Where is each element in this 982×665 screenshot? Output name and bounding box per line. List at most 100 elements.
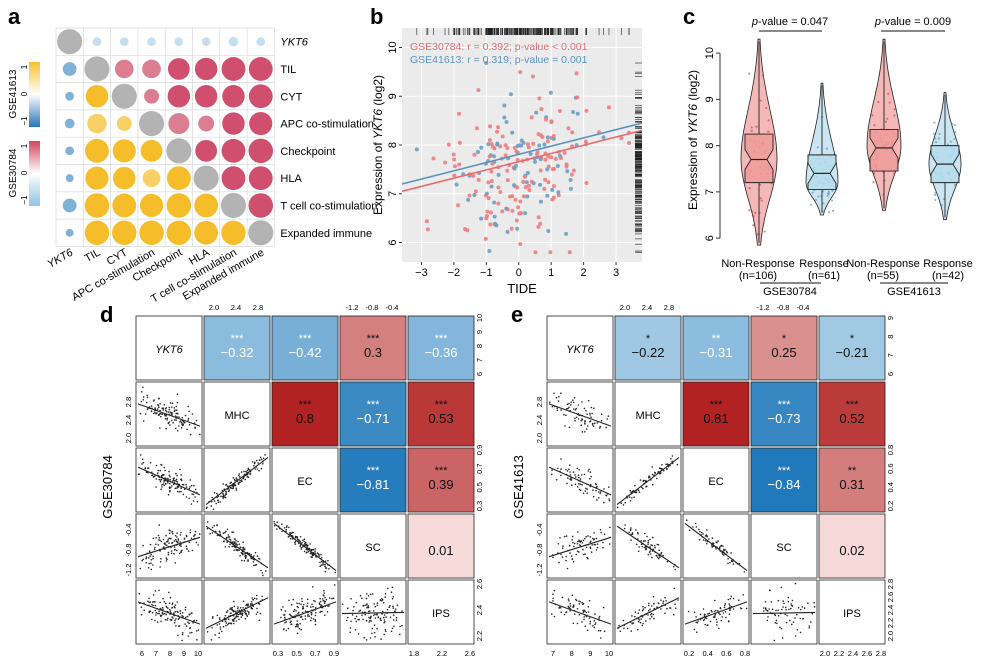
scatter-point [588, 468, 590, 471]
scatter-point [592, 489, 594, 491]
scatter-point [286, 525, 288, 527]
scatter-point [698, 539, 701, 541]
scatter-point [383, 619, 386, 621]
scatter-point [219, 628, 222, 630]
scatter-point [638, 619, 641, 621]
scatter-point [568, 600, 570, 602]
scatter-point [324, 596, 326, 599]
colorbar-gse30784-tick-3: −1 [20, 195, 29, 205]
scatter-point [155, 614, 157, 616]
colorbar-gse30784-tick-1: 1 [20, 143, 29, 148]
row-label-hla: HLA [280, 173, 302, 185]
scatter-point [239, 607, 242, 609]
scatter-point [603, 630, 606, 633]
scatter-point [732, 563, 735, 565]
point-gse30784 [543, 157, 548, 162]
scatter-point [575, 416, 578, 419]
right-axis-label: 7 [475, 358, 484, 362]
scatter-point [630, 527, 632, 529]
point-gse30784 [489, 178, 494, 183]
scatter-point [354, 617, 356, 620]
scatter-point [314, 550, 316, 552]
scatter-point [665, 463, 667, 466]
jitter-point [954, 131, 957, 134]
scatter-point [190, 537, 193, 540]
point-gse30784 [514, 149, 519, 154]
point-gse41613 [546, 228, 551, 233]
correlation-value: 0.52 [839, 411, 864, 426]
scatter-point [780, 586, 783, 589]
y-tick-label: 8 [704, 143, 716, 149]
scatter-point [584, 537, 586, 540]
point-gse41613 [548, 90, 553, 95]
scatter-point [250, 553, 252, 556]
scatter-point [230, 487, 232, 489]
scatter-point [247, 476, 250, 479]
scatter-point [157, 612, 159, 615]
scatter-point [216, 492, 218, 495]
scatter-point [227, 618, 230, 620]
scatter-point [580, 424, 583, 427]
scatter-point [649, 538, 651, 541]
right-axis-label: 2.6 [475, 579, 484, 589]
scatter-point [662, 600, 665, 603]
panel-b-ylabel-suffix: (log2) [371, 75, 385, 109]
scatter-point [567, 598, 570, 600]
point-gse41613 [517, 143, 522, 148]
scatter-point [593, 626, 596, 629]
scatter-point [392, 605, 394, 608]
scatter-point [185, 545, 188, 547]
scatter-point [608, 498, 610, 500]
scatter-point [176, 536, 178, 538]
scatter-point [649, 550, 651, 552]
scatter-point [565, 535, 568, 537]
scatter-point [579, 489, 582, 492]
scatter-point [380, 619, 382, 622]
scatter-point [158, 539, 160, 541]
scatter-point [191, 493, 193, 496]
point-gse30784 [515, 157, 520, 162]
point-gse30784 [534, 151, 539, 156]
scatter-point [143, 609, 145, 611]
scatter-point [237, 474, 240, 477]
scatter-point [152, 412, 155, 415]
point-gse30784 [472, 152, 477, 157]
scatter-point [240, 552, 243, 554]
scatter-point [723, 606, 726, 609]
scatter-point [593, 407, 595, 410]
scatter-point [582, 548, 584, 551]
scatter-point [314, 548, 317, 550]
scatter-point [581, 484, 583, 486]
scatter-point [393, 625, 395, 627]
scatter-point [570, 404, 572, 406]
scatter-point [622, 619, 625, 622]
scatter-point [230, 481, 232, 484]
scatter-point [306, 551, 308, 554]
scatter-point [376, 604, 379, 607]
point-gse41613 [492, 214, 497, 219]
scatter-point [649, 618, 651, 620]
correlation-circle-gse30784 [142, 59, 161, 79]
scatter-point [642, 608, 645, 610]
scatter-point [552, 556, 554, 559]
jitter-point [822, 202, 825, 205]
point-gse41613 [532, 159, 537, 164]
scatter-point [774, 613, 776, 616]
scatter-point [228, 536, 231, 538]
scatter-point [152, 537, 155, 540]
scatter-point [173, 552, 175, 555]
scatter-point [563, 613, 566, 616]
scatter-point [688, 529, 691, 532]
point-gse41613 [538, 182, 543, 187]
scatter-point [195, 419, 198, 422]
scatter-point [155, 611, 158, 614]
jitter-point [934, 141, 938, 144]
scatter-point [244, 617, 247, 620]
scatter-point [582, 611, 585, 613]
scatter-point [585, 409, 587, 412]
point-gse30784 [523, 185, 528, 190]
scatter-point [578, 469, 580, 471]
scatter-point [693, 628, 696, 631]
scatter-point [594, 622, 597, 624]
